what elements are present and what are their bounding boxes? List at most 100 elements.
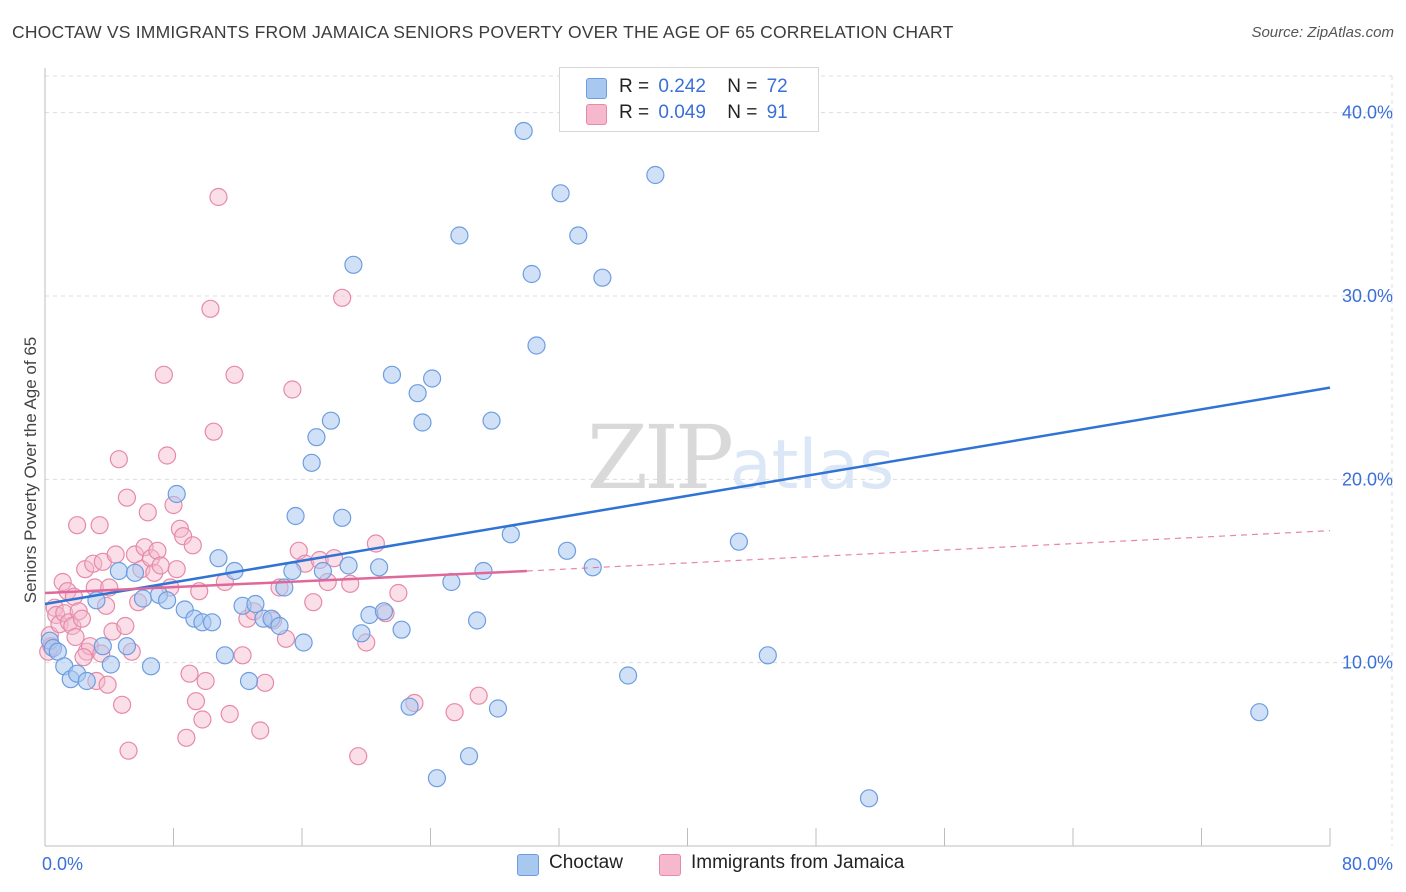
grid <box>45 75 1393 846</box>
point-choctaw <box>1250 703 1269 722</box>
point-jamaica <box>112 695 132 714</box>
point-jamaica <box>90 516 109 535</box>
point-choctaw <box>270 616 289 636</box>
point-jamaica <box>349 747 368 766</box>
point-choctaw <box>133 589 153 608</box>
point-jamaica <box>74 648 93 667</box>
r-value: 0.049 <box>658 102 706 123</box>
point-jamaica <box>193 710 212 729</box>
point-jamaica <box>209 187 228 207</box>
point-choctaw <box>392 620 411 639</box>
point-choctaw <box>302 453 321 472</box>
jamaica-swatch <box>659 854 681 876</box>
point-choctaw <box>583 558 602 577</box>
point-jamaica <box>233 646 252 665</box>
point-choctaw <box>400 697 419 716</box>
point-choctaw <box>101 655 120 674</box>
point-choctaw <box>283 561 302 581</box>
r-label: R = <box>619 76 650 97</box>
point-choctaw <box>427 769 447 788</box>
jamaica-swatch <box>586 104 607 125</box>
point-choctaw <box>215 646 234 665</box>
point-jamaica <box>177 728 196 747</box>
point-jamaica <box>141 549 161 568</box>
point-choctaw <box>413 413 432 432</box>
point-jamaica <box>68 516 87 535</box>
point-jamaica <box>389 583 408 603</box>
point-choctaw <box>370 558 389 577</box>
point-choctaw <box>321 411 341 430</box>
legend-label: Immigrants from Jamaica <box>691 852 905 873</box>
point-choctaw <box>344 255 363 274</box>
point-jamaica <box>106 545 125 564</box>
point-jamaica <box>148 541 167 560</box>
point-jamaica <box>304 593 323 612</box>
point-choctaw <box>239 671 259 691</box>
point-choctaw <box>859 789 879 808</box>
point-jamaica <box>109 450 128 469</box>
point-jamaica <box>220 704 239 724</box>
point-choctaw <box>527 336 546 355</box>
watermark-zip: ZIP <box>587 406 732 509</box>
point-jamaica <box>196 671 215 691</box>
n-value: 91 <box>766 102 788 123</box>
point-jamaica <box>77 642 96 661</box>
y-tick-label: 10.0% <box>1342 653 1393 673</box>
point-choctaw <box>488 699 508 718</box>
point-choctaw <box>374 602 394 621</box>
point-jamaica <box>180 664 199 683</box>
point-choctaw <box>333 508 352 527</box>
n-label: N = <box>727 102 758 123</box>
trend-line-jamaica <box>44 569 527 595</box>
point-jamaica <box>255 673 275 692</box>
point-jamaica <box>98 675 117 694</box>
y-tick-label: 20.0% <box>1342 469 1393 489</box>
point-jamaica <box>251 721 270 740</box>
point-choctaw <box>482 411 501 430</box>
point-choctaw <box>202 613 222 632</box>
point-choctaw <box>467 611 487 630</box>
point-choctaw <box>459 747 479 766</box>
series-jamaica <box>39 187 488 766</box>
point-choctaw <box>758 646 777 665</box>
point-jamaica <box>138 503 157 522</box>
point-jamaica <box>283 380 302 399</box>
point-jamaica <box>186 692 206 711</box>
y-tick-label: 30.0% <box>1342 286 1393 306</box>
point-choctaw <box>474 561 493 581</box>
series-choctaw <box>40 121 1269 808</box>
point-jamaica <box>201 299 220 318</box>
point-jamaica <box>72 609 92 628</box>
point-jamaica <box>204 422 223 441</box>
n-label: N = <box>727 76 758 97</box>
point-jamaica <box>55 604 74 623</box>
point-jamaica <box>157 446 177 465</box>
point-jamaica <box>445 703 464 722</box>
point-choctaw <box>109 561 128 581</box>
point-choctaw <box>423 369 442 388</box>
point-choctaw <box>408 384 427 403</box>
point-choctaw <box>339 556 358 575</box>
chart-title: CHOCTAW VS IMMIGRANTS FROM JAMAICA SENIO… <box>12 22 954 42</box>
point-jamaica <box>174 527 193 546</box>
point-jamaica <box>119 741 138 760</box>
point-choctaw <box>286 506 305 526</box>
point-choctaw <box>117 637 137 656</box>
trend-lines <box>44 386 1331 606</box>
point-choctaw <box>246 594 265 614</box>
choctaw-swatch <box>517 854 539 876</box>
point-choctaw <box>167 484 186 504</box>
y-tick-label: 40.0% <box>1342 103 1393 123</box>
y-axis-title: Seniors Poverty Over the Age of 65 <box>21 336 40 604</box>
point-jamaica <box>167 560 186 579</box>
x-tick-label: 80.0% <box>1342 854 1393 874</box>
point-choctaw <box>646 165 665 185</box>
point-jamaica <box>151 556 170 575</box>
r-value: 0.242 <box>658 76 706 97</box>
point-choctaw <box>157 591 177 610</box>
point-choctaw <box>141 657 161 676</box>
axes <box>44 68 1331 847</box>
point-choctaw <box>382 365 402 384</box>
legend-label: Choctaw <box>549 852 623 873</box>
